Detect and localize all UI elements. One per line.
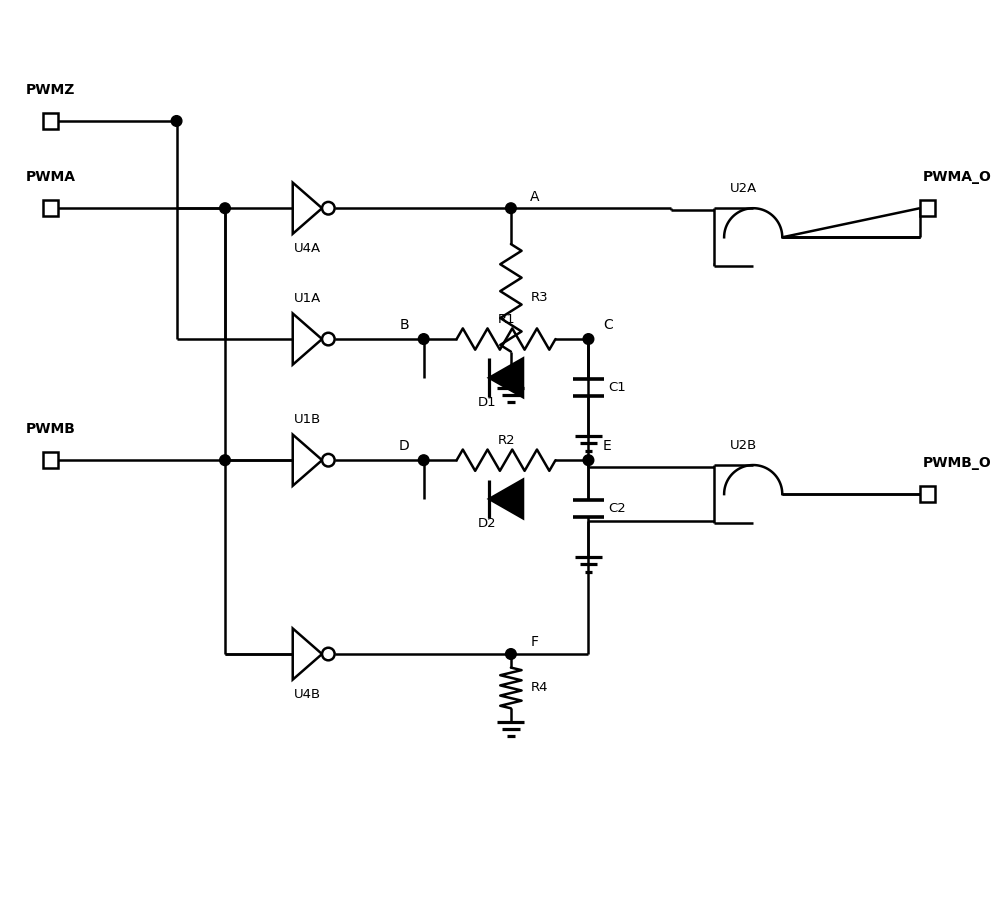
Bar bbox=[43, 452, 58, 468]
Circle shape bbox=[322, 454, 335, 467]
Polygon shape bbox=[489, 479, 523, 518]
Circle shape bbox=[506, 649, 516, 660]
Text: PWMA: PWMA bbox=[26, 170, 76, 184]
Bar bbox=[43, 114, 58, 129]
Text: U1B: U1B bbox=[294, 413, 321, 426]
Text: D2: D2 bbox=[477, 516, 496, 530]
Text: C1: C1 bbox=[608, 381, 626, 394]
Text: U4B: U4B bbox=[294, 688, 321, 701]
Circle shape bbox=[583, 333, 594, 344]
Polygon shape bbox=[489, 359, 523, 397]
Text: R1: R1 bbox=[497, 314, 515, 326]
Text: C2: C2 bbox=[608, 502, 626, 515]
Bar bbox=[43, 200, 58, 216]
Circle shape bbox=[322, 648, 335, 660]
Circle shape bbox=[418, 455, 429, 466]
Text: U1A: U1A bbox=[294, 292, 321, 305]
Bar bbox=[920, 200, 935, 216]
Text: R4: R4 bbox=[530, 681, 548, 695]
Text: PWMB: PWMB bbox=[26, 423, 75, 436]
Text: B: B bbox=[400, 317, 409, 332]
Text: U2B: U2B bbox=[730, 439, 757, 452]
Text: PWMA_O: PWMA_O bbox=[922, 170, 991, 184]
Text: F: F bbox=[530, 635, 538, 650]
Text: C: C bbox=[603, 317, 613, 332]
Text: R3: R3 bbox=[530, 291, 548, 305]
Text: A: A bbox=[530, 189, 540, 204]
Circle shape bbox=[583, 455, 594, 466]
Text: U2A: U2A bbox=[730, 182, 757, 196]
Circle shape bbox=[506, 203, 516, 214]
Circle shape bbox=[322, 202, 335, 214]
Text: D: D bbox=[398, 439, 409, 452]
Text: PWMB_O: PWMB_O bbox=[922, 456, 991, 470]
Text: PWMZ: PWMZ bbox=[26, 83, 75, 97]
Text: U4A: U4A bbox=[294, 242, 321, 255]
Circle shape bbox=[171, 115, 182, 126]
Circle shape bbox=[220, 203, 230, 214]
Bar bbox=[920, 487, 935, 502]
Circle shape bbox=[418, 333, 429, 344]
Circle shape bbox=[322, 332, 335, 345]
Text: R2: R2 bbox=[497, 434, 515, 447]
Circle shape bbox=[220, 455, 230, 466]
Text: D1: D1 bbox=[477, 396, 496, 408]
Text: E: E bbox=[603, 439, 612, 452]
